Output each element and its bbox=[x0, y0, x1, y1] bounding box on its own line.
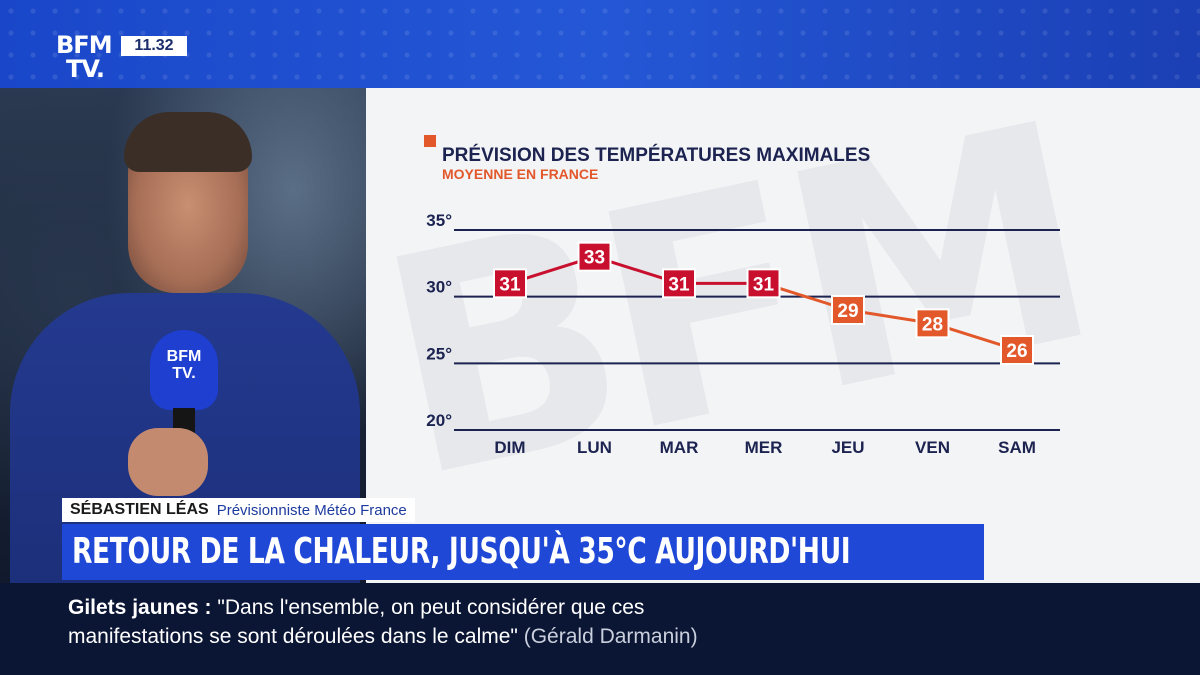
presenter-role: Prévisionniste Météo France bbox=[216, 501, 407, 519]
ticker-source: (Gérald Darmanin) bbox=[523, 625, 698, 648]
y-tick-label: 30° bbox=[426, 278, 452, 297]
data-point bbox=[746, 268, 781, 299]
data-label: 31 bbox=[668, 274, 690, 295]
chart-grid bbox=[454, 229, 1060, 431]
channel-logo: BFM TV. bbox=[56, 33, 120, 85]
x-tick-label: SAM bbox=[998, 438, 1036, 457]
y-axis-ticks: 20° 25° 30° 35° bbox=[426, 211, 452, 430]
headline-text: RETOUR DE LA CHALEUR, JUSQU'À 35°C AUJOU… bbox=[72, 531, 851, 572]
data-label: 31 bbox=[753, 274, 775, 295]
presenter-caption: SÉBASTIEN LÉAS Prévisionniste Météo Fran… bbox=[62, 498, 415, 522]
title-marker bbox=[424, 135, 436, 147]
presenter-hair bbox=[124, 112, 252, 172]
data-point bbox=[831, 295, 865, 325]
logo-line2: TV. bbox=[66, 55, 105, 83]
microphone: BFM TV. bbox=[150, 330, 218, 410]
data-point bbox=[493, 268, 527, 299]
temperature-chart: PRÉVISION DES TEMPÉRATURES MAXIMALES MOY… bbox=[424, 135, 1060, 457]
presenter-video: BFM TV. bbox=[0, 88, 366, 598]
chart-title: PRÉVISION DES TEMPÉRATURES MAXIMALES bbox=[442, 144, 870, 166]
presenter-hand bbox=[128, 428, 208, 496]
logo-line1: BFM bbox=[56, 31, 113, 59]
series-points: 31 33 31 31 29 28 26 bbox=[493, 241, 1034, 365]
y-tick-label: 25° bbox=[426, 344, 452, 363]
data-label: 28 bbox=[922, 314, 943, 335]
news-ticker: Gilets jaunes : "Dans l'ensemble, on peu… bbox=[0, 583, 1200, 675]
x-tick-label: MAR bbox=[660, 438, 699, 457]
chart-subtitle: MOYENNE EN FRANCE bbox=[442, 166, 598, 182]
x-tick-label: MER bbox=[745, 438, 783, 457]
mic-label-line2: TV. bbox=[172, 365, 196, 382]
data-label: 26 bbox=[1006, 341, 1027, 362]
ticker-topic: Gilets jaunes : bbox=[68, 596, 212, 619]
mic-label-line1: BFM bbox=[166, 348, 202, 365]
ticker-quote-line1: "Dans l'ensemble, on peut considérer que… bbox=[217, 596, 645, 619]
data-point bbox=[577, 241, 612, 272]
x-tick-label: VEN bbox=[915, 438, 950, 457]
data-label: 33 bbox=[584, 248, 605, 269]
headline-banner: RETOUR DE LA CHALEUR, JUSQU'À 35°C AUJOU… bbox=[62, 524, 984, 580]
x-axis-ticks: DIM LUN MAR MER JEU VEN SAM bbox=[494, 438, 1035, 457]
x-tick-label: JEU bbox=[831, 438, 864, 457]
clock: 11.32 bbox=[121, 36, 187, 56]
data-point bbox=[1000, 335, 1034, 365]
ticker-quote-line2: manifestations se sont déroulées dans le… bbox=[68, 625, 518, 648]
weather-graphic: BFM PRÉVISION DES TEMPÉRATURES MAXIMALES… bbox=[366, 88, 1200, 583]
data-point bbox=[662, 268, 696, 299]
x-tick-label: DIM bbox=[494, 438, 525, 457]
y-tick-label: 20° bbox=[426, 411, 452, 430]
x-tick-label: LUN bbox=[577, 438, 612, 457]
data-point bbox=[915, 308, 950, 339]
data-label: 29 bbox=[837, 301, 858, 322]
presenter-name: SÉBASTIEN LÉAS bbox=[70, 501, 209, 518]
top-band: BFM TV. 11.32 bbox=[0, 0, 1200, 88]
data-label: 31 bbox=[499, 274, 521, 295]
y-tick-label: 35° bbox=[426, 211, 452, 230]
